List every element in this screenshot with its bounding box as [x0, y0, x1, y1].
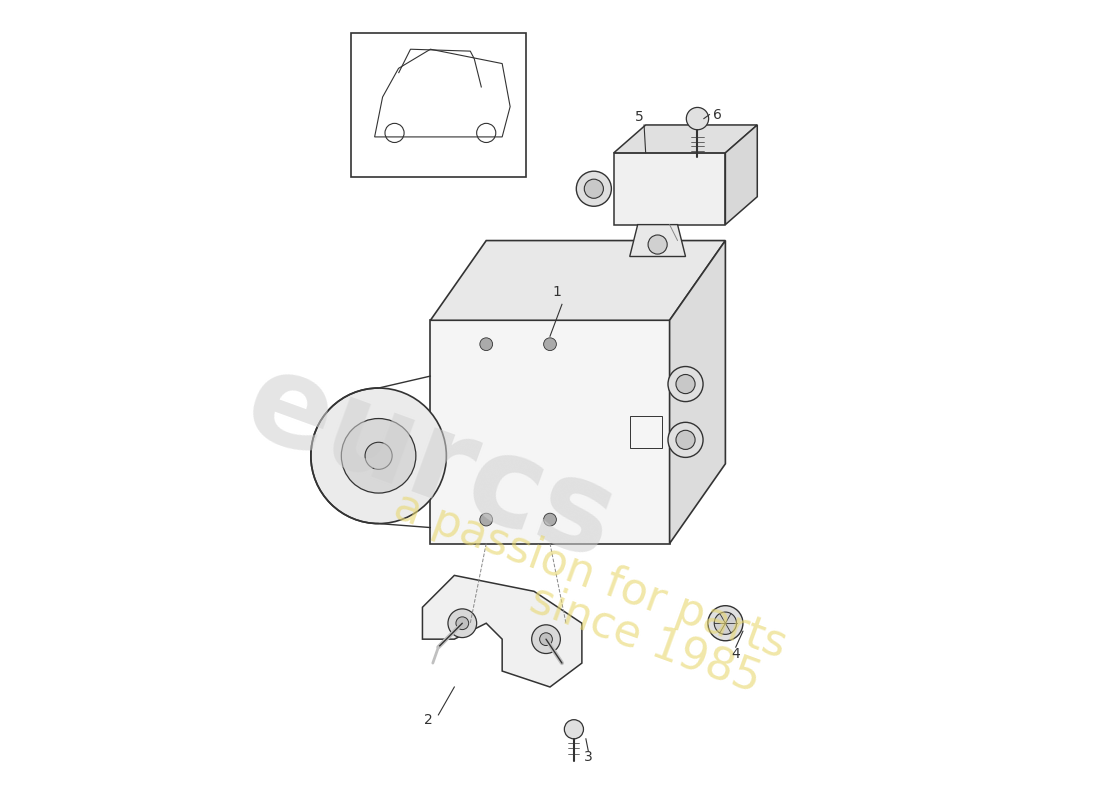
Circle shape: [540, 633, 552, 646]
Circle shape: [676, 430, 695, 450]
Polygon shape: [430, 241, 725, 320]
Polygon shape: [670, 241, 725, 543]
Circle shape: [564, 720, 583, 739]
Circle shape: [311, 388, 447, 523]
Circle shape: [676, 374, 695, 394]
Circle shape: [341, 418, 416, 493]
Polygon shape: [725, 125, 757, 225]
Circle shape: [584, 179, 604, 198]
Text: 1: 1: [552, 286, 561, 299]
Circle shape: [576, 171, 612, 206]
Text: since 1985: since 1985: [525, 578, 767, 701]
Text: 2: 2: [425, 714, 433, 727]
Circle shape: [531, 625, 560, 654]
Circle shape: [543, 338, 557, 350]
Polygon shape: [430, 320, 670, 543]
Circle shape: [365, 442, 392, 470]
Circle shape: [686, 107, 708, 130]
Polygon shape: [629, 225, 685, 257]
Circle shape: [714, 612, 737, 634]
Text: eurcs: eurcs: [230, 342, 631, 586]
Text: 4: 4: [732, 646, 740, 661]
FancyBboxPatch shape: [614, 153, 725, 225]
Circle shape: [543, 514, 557, 526]
Circle shape: [668, 366, 703, 402]
Text: 3: 3: [584, 750, 593, 764]
Circle shape: [480, 514, 493, 526]
Circle shape: [448, 609, 476, 638]
Polygon shape: [422, 575, 582, 687]
Circle shape: [455, 617, 469, 630]
Polygon shape: [614, 125, 757, 153]
Text: a passion for parts: a passion for parts: [387, 484, 792, 666]
Text: 6: 6: [713, 107, 722, 122]
Circle shape: [480, 338, 493, 350]
Text: 5: 5: [635, 110, 643, 124]
Circle shape: [708, 606, 742, 641]
Circle shape: [668, 422, 703, 458]
Circle shape: [648, 235, 668, 254]
